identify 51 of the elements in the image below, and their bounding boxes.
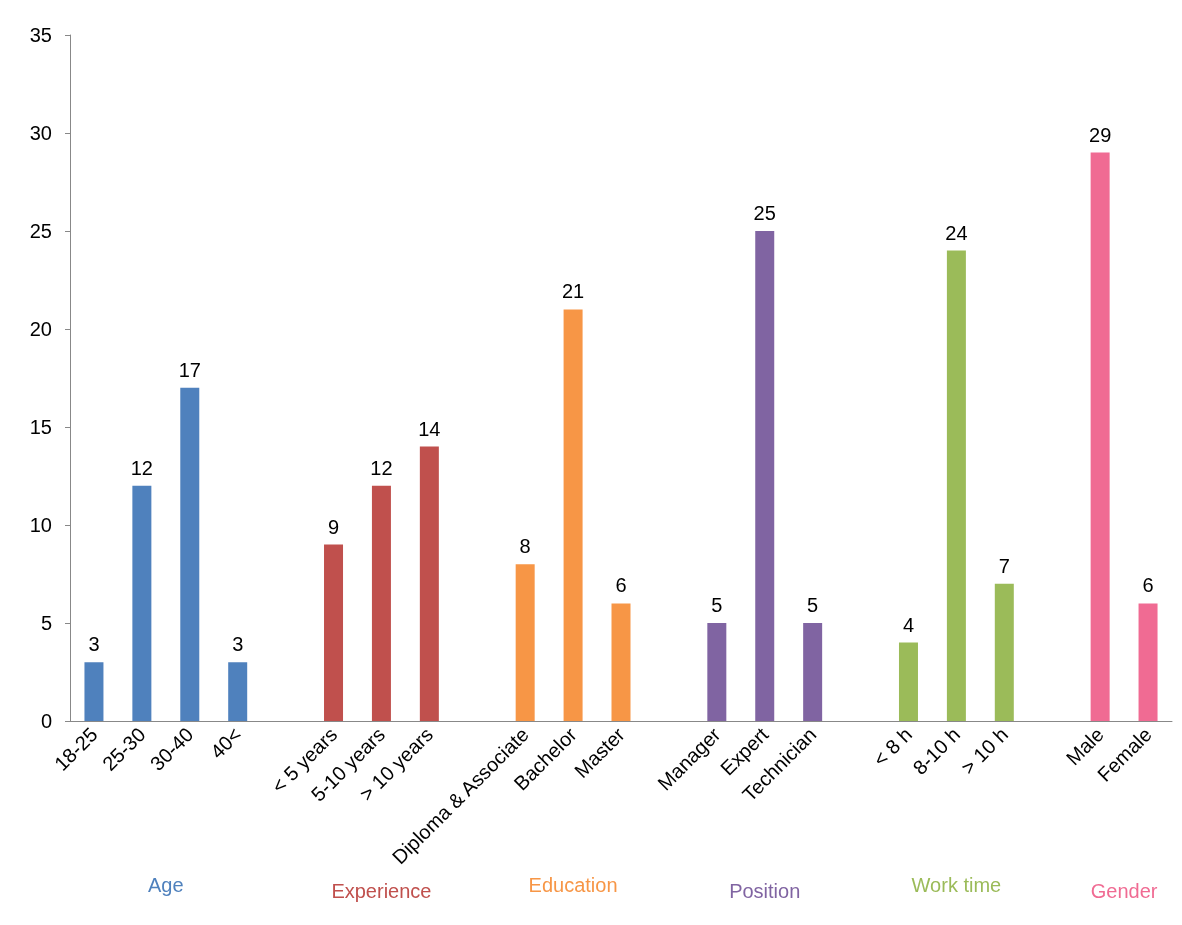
data-label: 25 (753, 202, 776, 224)
bar (755, 231, 775, 721)
x-tick-label: 40< (205, 723, 246, 763)
text: Work time (911, 874, 1002, 896)
bar (994, 583, 1014, 721)
data-label: 24 (945, 221, 968, 244)
bar (371, 485, 391, 721)
data-label: 5 (807, 594, 819, 616)
y-tick-label: 25 (29, 220, 52, 242)
bar (803, 623, 823, 721)
bar (180, 387, 200, 721)
bar (84, 662, 104, 721)
data-label: 6 (615, 574, 627, 597)
data-label: 7 (998, 554, 1010, 577)
bar (324, 544, 344, 721)
bar (563, 309, 583, 721)
data-label: 12 (370, 456, 393, 479)
bar (1138, 603, 1158, 721)
data-label: 3 (88, 633, 100, 656)
data-label: 17 (178, 358, 201, 381)
y-tick-label: 20 (29, 318, 52, 340)
data-label: 4 (902, 613, 915, 636)
bar (419, 446, 439, 721)
y-tick-label: 15 (29, 416, 52, 438)
data-label: 29 (1089, 123, 1112, 146)
bar (515, 564, 535, 721)
data-label: 5 (711, 594, 723, 616)
bar (611, 603, 631, 721)
y-tick-label: 35 (29, 24, 52, 46)
data-label: 12 (130, 456, 153, 479)
text: Position (729, 880, 801, 902)
data-label: 21 (561, 280, 585, 303)
bar (228, 662, 248, 721)
text: Age (148, 874, 184, 896)
text: Gender (1090, 880, 1158, 902)
y-tick-label: 30 (29, 122, 52, 144)
y-tick-label: 10 (29, 514, 52, 536)
y-tick-label: 5 (40, 612, 52, 634)
text: Education (528, 874, 618, 896)
data-label: 6 (1142, 574, 1154, 597)
bar (1090, 152, 1110, 721)
text: Experience (331, 880, 432, 902)
data-label: 8 (519, 535, 531, 558)
bar (946, 250, 966, 721)
bar (707, 623, 727, 721)
y-tick-label: 0 (40, 710, 52, 732)
data-label: 9 (327, 515, 340, 538)
bar (132, 485, 152, 721)
data-label: 3 (232, 633, 244, 656)
bar (898, 642, 918, 721)
data-label: 14 (418, 417, 441, 440)
